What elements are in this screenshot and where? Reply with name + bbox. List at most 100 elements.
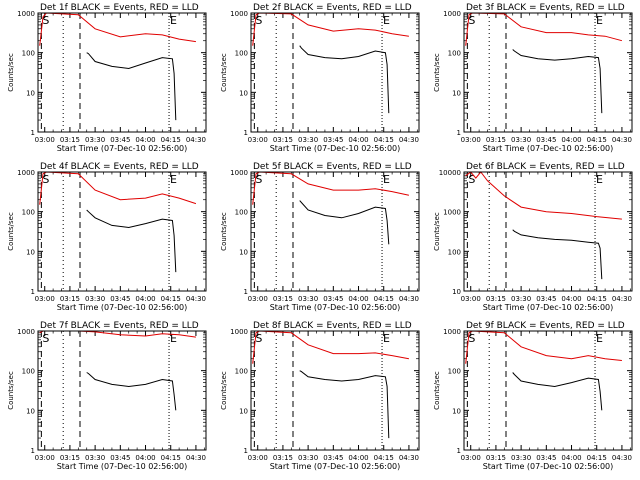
x-axis-label: Start Time (07-Dec-10 02:56:00)	[483, 144, 614, 153]
y-tick-label: 1000	[230, 328, 248, 336]
y-axis-label: Counts/sec	[7, 212, 15, 251]
x-tick-label: 03:15	[60, 454, 80, 462]
x-axis-label: Start Time (07-Dec-10 02:56:00)	[57, 303, 188, 312]
marker-label-s: S	[468, 332, 475, 345]
chart-title: Det 7f BLACK = Events, RED = LLD	[40, 321, 199, 331]
marker-label-e: E	[596, 332, 603, 345]
x-tick-label: 03:00	[461, 454, 481, 462]
x-tick-label: 03:30	[298, 136, 318, 144]
x-tick-label: 04:15	[374, 454, 394, 462]
x-tick-label: 04:00	[561, 454, 581, 462]
series-line-black	[86, 372, 177, 411]
y-tick-label: 10	[26, 89, 35, 97]
x-tick-label: 03:30	[85, 454, 105, 462]
x-tick-label: 04:15	[374, 295, 394, 303]
x-tick-label: 04:30	[612, 454, 632, 462]
marker-label-e: E	[596, 14, 603, 27]
marker-label-s: S	[255, 14, 262, 27]
chart-title: Det 1f BLACK = Events, RED = LLD	[40, 3, 199, 13]
y-tick-label: 100	[22, 50, 35, 58]
x-tick-label: 03:45	[323, 454, 343, 462]
chart-title: Det 5f BLACK = Events, RED = LLD	[253, 162, 412, 172]
series-line-black	[299, 200, 390, 245]
series-line-red	[252, 12, 409, 46]
x-axis-label: Start Time (07-Dec-10 02:56:00)	[483, 462, 614, 471]
y-tick-label: 100	[235, 209, 248, 217]
y-tick-label: 1	[31, 447, 35, 455]
y-tick-label: 100	[235, 368, 248, 376]
x-tick-label: 04:00	[561, 136, 581, 144]
x-axis-label: Start Time (07-Dec-10 02:56:00)	[270, 144, 401, 153]
series-line-red	[252, 330, 409, 364]
x-tick-label: 03:00	[35, 454, 55, 462]
y-tick-label: 10	[452, 407, 461, 415]
x-tick-label: 04:15	[161, 454, 181, 462]
x-axis-label: Start Time (07-Dec-10 02:56:00)	[57, 462, 188, 471]
chart-panel-9: Det 9f BLACK = Events, RED = LLD Counts/s…	[433, 321, 633, 471]
x-tick-label: 04:30	[186, 136, 206, 144]
plot-frame	[463, 12, 633, 133]
y-tick-label: 100	[235, 50, 248, 58]
x-tick-label: 03:30	[298, 295, 318, 303]
y-tick-label: 1000	[17, 10, 35, 18]
x-tick-label: 03:00	[461, 136, 481, 144]
x-tick-label: 03:00	[248, 454, 268, 462]
x-axis-label: Start Time (07-Dec-10 02:56:00)	[270, 462, 401, 471]
marker-label-s: S	[255, 332, 262, 345]
marker-label-s: S	[468, 14, 475, 27]
y-axis-label: Counts/sec	[433, 371, 441, 410]
y-axis-label: Counts/sec	[433, 53, 441, 92]
plot-frame	[250, 12, 420, 133]
x-tick-label: 03:30	[511, 136, 531, 144]
y-tick-label: 10	[239, 248, 248, 256]
x-tick-label: 04:15	[161, 295, 181, 303]
y-tick-label: 1	[244, 129, 248, 137]
x-tick-label: 04:00	[135, 136, 155, 144]
chart-panel-7: Det 7f BLACK = Events, RED = LLD Counts/s…	[7, 321, 207, 471]
series-line-black	[86, 209, 177, 273]
y-tick-label: 1	[31, 129, 35, 137]
x-tick-label: 04:15	[587, 136, 607, 144]
y-tick-label: 100	[22, 209, 35, 217]
x-tick-label: 03:15	[60, 136, 80, 144]
x-tick-label: 04:15	[587, 454, 607, 462]
marker-label-e: E	[383, 173, 390, 186]
x-tick-label: 03:15	[486, 136, 506, 144]
y-tick-label: 10000	[439, 169, 461, 177]
series-line-black	[86, 52, 177, 121]
y-tick-label: 100	[22, 368, 35, 376]
plot-frame	[463, 171, 633, 292]
x-axis-label: Start Time (07-Dec-10 02:56:00)	[57, 144, 188, 153]
y-tick-label: 1000	[443, 209, 461, 217]
x-tick-label: 03:45	[323, 136, 343, 144]
x-tick-label: 03:15	[273, 295, 293, 303]
plot-frame	[37, 330, 207, 451]
x-tick-label: 03:30	[511, 295, 531, 303]
x-tick-label: 03:45	[110, 454, 130, 462]
chart-panel-2: Det 2f BLACK = Events, RED = LLD Counts/s…	[220, 3, 420, 153]
x-tick-label: 03:15	[273, 136, 293, 144]
x-tick-label: 04:30	[186, 454, 206, 462]
x-tick-label: 03:45	[110, 136, 130, 144]
y-tick-label: 1	[457, 447, 461, 455]
series-line-black	[512, 49, 603, 114]
chart-title: Det 8f BLACK = Events, RED = LLD	[253, 321, 412, 331]
x-tick-label: 03:00	[248, 295, 268, 303]
x-tick-label: 04:30	[186, 295, 206, 303]
chart-panel-4: Det 4f BLACK = Events, RED = LLD Counts/s…	[7, 162, 207, 312]
y-tick-label: 10	[26, 248, 35, 256]
chart-title: Det 9f BLACK = Events, RED = LLD	[466, 321, 625, 331]
x-tick-label: 04:00	[135, 454, 155, 462]
marker-label-s: S	[42, 14, 49, 27]
marker-label-e: E	[170, 332, 177, 345]
x-tick-label: 03:00	[35, 136, 55, 144]
x-tick-label: 03:00	[461, 295, 481, 303]
x-tick-label: 03:15	[486, 295, 506, 303]
marker-label-s: S	[42, 332, 49, 345]
chart-panel-3: Det 3f BLACK = Events, RED = LLD Counts/s…	[433, 3, 633, 153]
plot-frame	[250, 171, 420, 292]
x-tick-label: 04:15	[374, 136, 394, 144]
y-tick-label: 10	[239, 407, 248, 415]
series-line-black	[512, 372, 603, 411]
x-tick-label: 04:30	[612, 295, 632, 303]
